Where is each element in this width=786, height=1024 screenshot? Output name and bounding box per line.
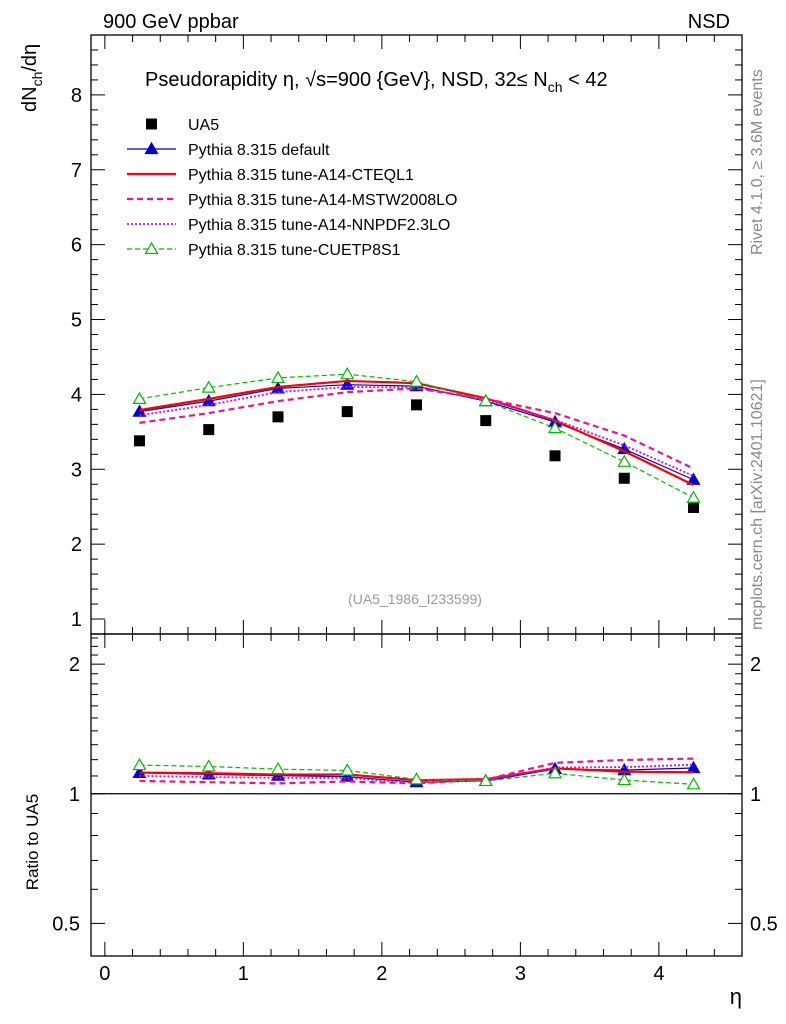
x-tick-label: 2 xyxy=(376,963,387,985)
ratio-frame xyxy=(90,633,743,957)
cuetp8s1-ratio-line xyxy=(139,764,694,785)
title-tail: < 42 xyxy=(563,69,608,91)
y-tick-label: 1 xyxy=(71,609,82,631)
analysis-watermark: (UA5_1986_I233599) xyxy=(348,591,482,607)
cuetp8s1-ratio-marker xyxy=(132,757,147,771)
ua5-data-point xyxy=(480,415,492,427)
ratio-y-tick-label-right: 0.5 xyxy=(750,913,778,935)
ratio-y-tick-label-right: 2 xyxy=(750,654,761,676)
ylabel-b: ch xyxy=(29,72,45,87)
cuetp8s1-ratio-marker xyxy=(617,772,632,786)
default-line xyxy=(139,384,694,481)
legend-label-cteql1: Pythia 8.315 tune-A14-CTEQL1 xyxy=(188,167,414,184)
header-right: NSD xyxy=(688,11,730,33)
cuetp8s1-marker xyxy=(409,374,424,387)
cuetp8s1-marker xyxy=(617,454,632,467)
cuetp8s1-marker xyxy=(686,490,701,503)
ratio-y-tick-label: 2 xyxy=(69,654,80,676)
ratio-y-tick-label: 1 xyxy=(69,784,80,806)
title-main: Pseudorapidity η, √s=900 {GeV}, NSD, 32≤… xyxy=(145,69,548,91)
legend-marker-cuetp8s1 xyxy=(144,241,159,255)
y-tick-label: 6 xyxy=(71,235,82,257)
legend-label-mstw: Pythia 8.315 tune-A14-MSTW2008LO xyxy=(188,192,457,209)
rivet-label: Rivet 4.1.0, ≥ 3.6M events xyxy=(749,69,766,255)
default-ratio-marker xyxy=(686,760,701,774)
x-tick-label: 1 xyxy=(238,963,249,985)
ua5-data-point xyxy=(618,472,630,484)
y-tick-label: 7 xyxy=(71,160,82,182)
ratio-plot-area: 0 1 2 3 4 0.5 0.5 1 1 2 2 xyxy=(52,634,778,985)
mstw-line xyxy=(139,387,694,470)
default-marker xyxy=(132,404,147,417)
cuetp8s1-marker xyxy=(547,420,563,434)
ua5-data-point xyxy=(688,501,700,513)
y-tick-label: 3 xyxy=(71,459,82,481)
cuetp8s1-ratio-marker xyxy=(340,763,355,776)
x-tick-label: 0 xyxy=(99,963,110,985)
legend-marker-ua5 xyxy=(146,118,157,130)
ua5-data-point xyxy=(341,406,353,418)
y-tick-label: 8 xyxy=(71,85,82,107)
ua5-data-point xyxy=(133,435,145,447)
cuetp8s1-marker xyxy=(340,366,355,380)
ua5-data-point xyxy=(203,424,215,436)
ua5-data-point xyxy=(411,399,422,411)
cuetp8s1-ratio-marker xyxy=(547,766,563,779)
title-sub: ch xyxy=(548,79,563,95)
cuetp8s1-marker xyxy=(132,391,147,404)
mcplots-label: mcplots.cern.ch [arXiv:2401.10621] xyxy=(749,379,766,630)
legend-label-cuetp8s1: Pythia 8.315 tune-CUETP8S1 xyxy=(188,242,401,259)
cuetp8s1-ratio-marker xyxy=(478,773,493,787)
cuetp8s1-ratio-marker xyxy=(686,777,701,790)
main-plot-area: 1 2 3 4 5 6 7 8 xyxy=(71,35,742,634)
cuetp8s1-marker xyxy=(478,393,493,407)
y-tick-label: 4 xyxy=(71,384,82,406)
legend-marker-default xyxy=(144,141,159,155)
y-tick-label: 5 xyxy=(71,310,82,332)
ylabel-c: /dη xyxy=(19,44,41,72)
ratio-y-tick-label-right: 1 xyxy=(750,784,761,806)
mstw-ratio-line xyxy=(139,757,694,785)
legend-label-default: Pythia 8.315 default xyxy=(188,142,330,159)
ylabel-a: dN xyxy=(19,86,41,112)
nnpdf-line xyxy=(139,386,694,477)
x-axis-label: η xyxy=(730,984,742,1009)
ratio-y-label: Ratio to UA5 xyxy=(23,794,42,890)
x-tick-label: 4 xyxy=(653,963,664,985)
cuetp8s1-marker xyxy=(270,370,286,384)
ua5-data-point xyxy=(272,411,284,423)
cuetp8s1-ratio-marker xyxy=(201,759,216,772)
legend: UA5 Pythia 8.315 default Pythia 8.315 tune… xyxy=(127,117,457,259)
legend-label-nnpdf: Pythia 8.315 tune-A14-NNPDF2.3LO xyxy=(188,217,450,234)
cuetp8s1-marker xyxy=(201,380,216,393)
x-tick-label: 3 xyxy=(515,963,526,985)
cuetp8s1-line xyxy=(139,373,694,499)
cuetp8s1-ratio-marker xyxy=(409,772,424,785)
ua5-data-point xyxy=(549,450,561,462)
cuetp8s1-ratio-marker xyxy=(270,761,286,775)
header-left: 900 GeV ppbar xyxy=(103,11,239,33)
y-tick-label: 2 xyxy=(71,534,82,556)
y-axis-label: dNch/dη xyxy=(19,44,45,112)
legend-label-data: UA5 xyxy=(188,117,219,134)
ratio-y-tick-label: 0.5 xyxy=(52,913,80,935)
cteql1-line xyxy=(139,379,695,486)
plot-title: Pseudorapidity η, √s=900 {GeV}, NSD, 32≤… xyxy=(145,69,608,95)
